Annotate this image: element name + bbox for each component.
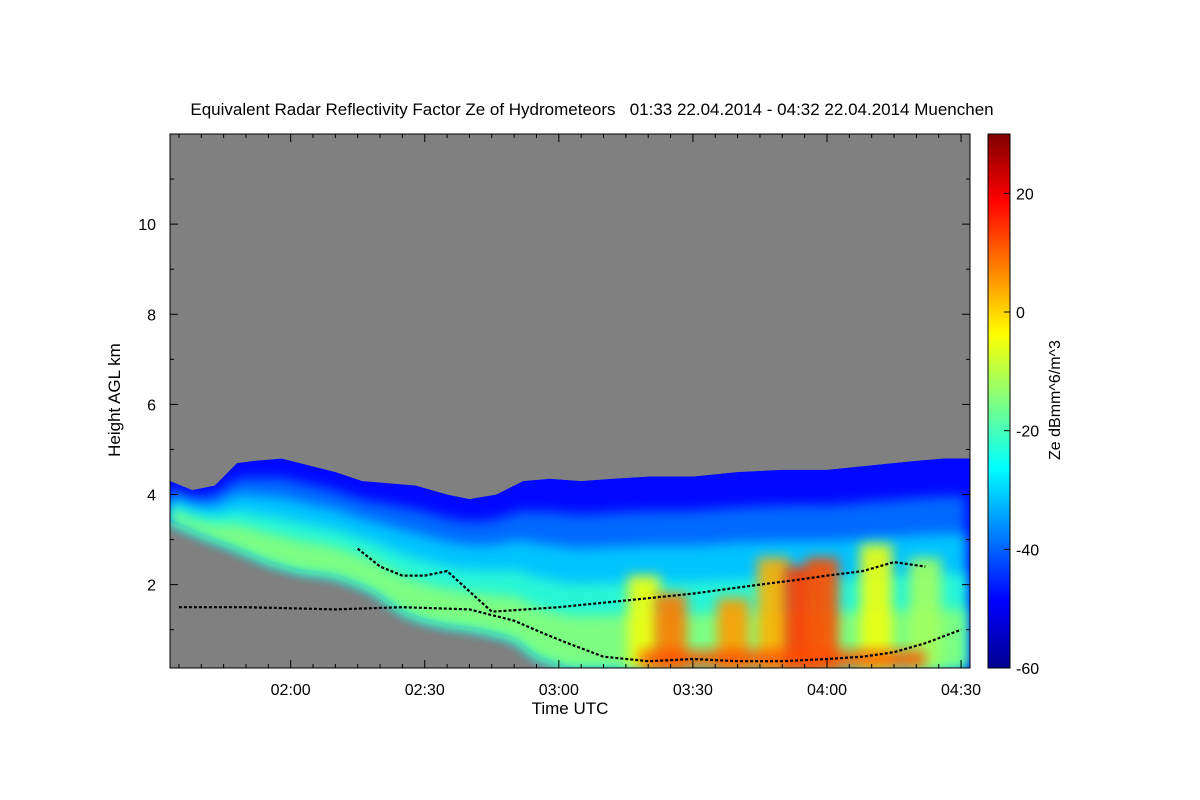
- y-axis-label: Height AGL km: [105, 343, 124, 457]
- y-tick-label: 4: [147, 488, 156, 505]
- x-tick-label: 03:30: [673, 682, 713, 699]
- y-axis: 2 4 6 8 10: [138, 178, 970, 631]
- y-tick-label: 2: [147, 578, 156, 595]
- y-tick-label: 10: [138, 217, 156, 234]
- colorbar-tick-label: -20: [1016, 424, 1039, 441]
- above-echo-mask: [170, 134, 970, 499]
- reflectivity-core: [860, 544, 893, 668]
- x-tick-label: 02:30: [405, 682, 445, 699]
- upper-layer-line: [357, 547, 926, 613]
- surface-rain-band: [639, 650, 926, 668]
- reflectivity-core: [757, 557, 790, 668]
- chart-title: Equivalent Radar Reflectivity Factor Ze …: [190, 100, 993, 119]
- x-axis: 02:00 02:30 03:00 03:30 04:00 04:30: [178, 134, 981, 699]
- colorbar-label: Ze dBmm^6/m^3: [1047, 340, 1064, 460]
- colorbar-tick-label: -40: [1016, 542, 1039, 559]
- colorbar-tick-label: -60: [1016, 661, 1039, 678]
- x-axis-label: Time UTC: [532, 699, 609, 718]
- plot-frame: [169, 133, 971, 669]
- cloud-base-line: [178, 606, 962, 663]
- colorbar: [987, 133, 1011, 669]
- reflectivity-core: [909, 557, 942, 668]
- x-tick-label: 04:30: [941, 682, 981, 699]
- plot-area: [170, 134, 970, 668]
- x-tick-label: 04:00: [807, 682, 847, 699]
- x-tick-label: 02:00: [271, 682, 311, 699]
- y-tick-label: 8: [147, 307, 156, 324]
- colorbar-tick-label: 0: [1016, 305, 1025, 322]
- colorbar-tick-label: 20: [1016, 186, 1034, 203]
- colorbar-axis: -60 -40 -20 0 20: [1004, 186, 1039, 678]
- y-tick-label: 6: [147, 397, 156, 414]
- x-tick-label: 03:00: [539, 682, 579, 699]
